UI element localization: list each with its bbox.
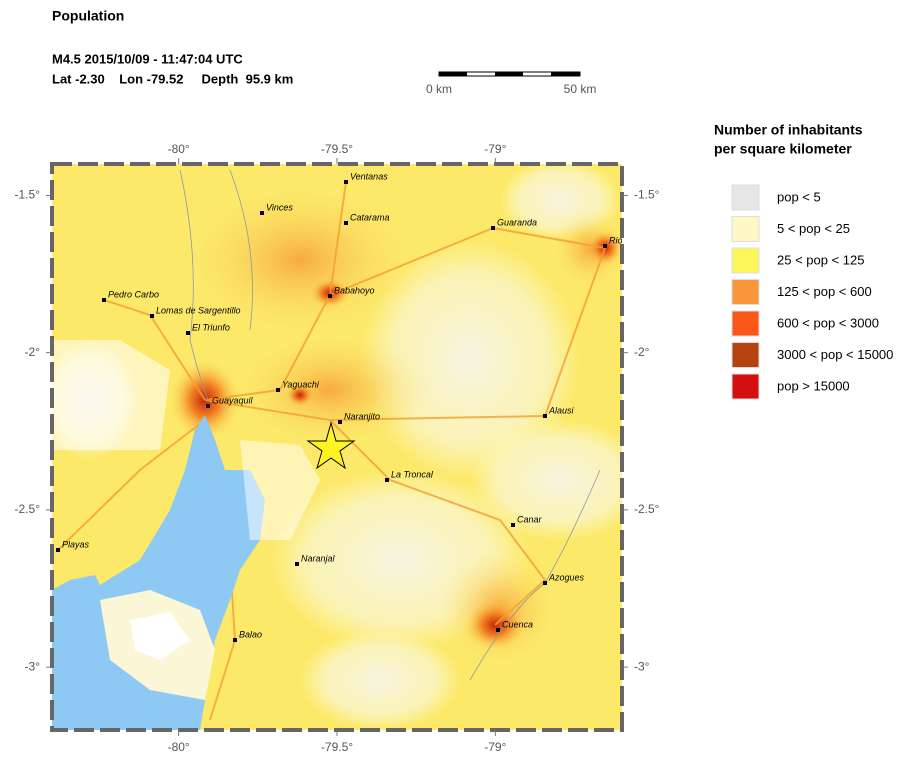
x-tick-label: -79.5° [321,142,353,156]
legend-title: per square kilometer [714,141,852,157]
y-tick-label: -2° [25,345,41,359]
y-tick-label: -3° [25,659,41,673]
city-marker [543,581,547,585]
city-label: Naranjal [301,553,336,563]
city-marker [56,548,60,552]
city-label: Balao [239,629,262,639]
title: Population [52,8,124,24]
legend-label: pop > 15000 [777,378,850,393]
city-marker [186,331,190,335]
city-marker [276,388,280,392]
y-tick-label: -1.5° [634,188,660,202]
city-label: Guaranda [497,217,537,227]
legend-swatch [731,373,760,400]
city-label: Lomas de Sargentillo [156,305,241,315]
city-clip: Ventanas Vinces Catarama Guaranda Pedro Carb… [56,171,650,642]
legend-swatch [731,247,760,274]
city-marker [344,180,348,184]
scale-bar: 0 km 50 km [426,71,597,96]
legend-label: 3000 < pop < 15000 [777,347,893,362]
location-info: Lat -2.30 Lon -79.52 Depth 95.9 km [52,71,293,86]
legend-swatch [731,279,760,305]
y-tick-label: -2.5° [634,502,660,516]
city-label: Naranjito [344,411,380,421]
legend-label: 125 < pop < 600 [777,284,872,299]
city-label: El Triunfo [192,322,230,332]
legend-swatch [731,216,760,242]
city-marker [206,404,210,408]
map-area [52,164,622,730]
event-info: M4.5 2015/10/09 - 11:47:04 UTC [52,51,243,66]
legend-label: 600 < pop < 3000 [777,315,879,330]
city-marker [102,298,106,302]
legend: pop < 5 5 < pop < 25 25 < pop < 125 125 < p… [731,184,893,400]
legend-swatch [731,310,760,337]
scale-end: 50 km [564,82,597,96]
map-graticule: -80° -80° -79.5° -79.5° -79° -79° -1.5° -1.5° -2… [15,142,660,754]
city-layer: Ventanas Vinces Catarama Guaranda Pedro Carb… [56,171,650,642]
city-label: Ventanas [350,171,388,181]
legend-swatch [731,342,760,368]
city-marker [511,523,515,527]
city-label: La Troncal [391,469,434,479]
city-marker [491,226,495,230]
x-tick-label: -79° [484,142,506,156]
y-tick-label: -2.5° [15,502,41,516]
city-label: Canar [517,514,543,524]
city-label: Playas [62,539,90,549]
y-tick-label: -2° [634,345,650,359]
x-tick-label: -80° [168,142,190,156]
city-marker [328,294,332,298]
city-label: Pedro Carbo [108,289,159,299]
legend-title: Number of inhabitants [714,122,863,138]
city-marker [385,478,389,482]
x-tick-label: -79° [484,740,506,754]
city-marker [543,414,547,418]
city-label: Cuenca [502,619,533,629]
city-marker [603,244,607,248]
city-label: Babahoyo [334,285,375,295]
city-label: Guayaquil [212,395,254,405]
city-label: Azogues [548,572,585,582]
epicenter-star [306,421,356,470]
legend-label: 5 < pop < 25 [777,221,850,236]
x-tick-label: -80° [168,740,190,754]
city-label: Yaguachi [282,379,320,389]
x-tick-label: -79.5° [321,740,353,754]
city-label: Alausi [548,405,575,415]
city-marker [338,420,342,424]
city-marker [150,314,154,318]
city-marker [295,562,299,566]
city-label: Catarama [350,212,390,222]
city-marker [344,221,348,225]
city-label: Riobamba [609,235,650,245]
legend-swatch [731,184,760,211]
city-marker [496,628,500,632]
legend-label: 25 < pop < 125 [777,252,864,267]
city-marker [260,211,264,215]
y-tick-label: -1.5° [15,188,41,202]
city-marker [233,638,237,642]
legend-label: pop < 5 [777,189,821,204]
city-label: Vinces [266,202,293,212]
y-tick-label: -3° [634,659,650,673]
scale-start: 0 km [426,82,452,96]
